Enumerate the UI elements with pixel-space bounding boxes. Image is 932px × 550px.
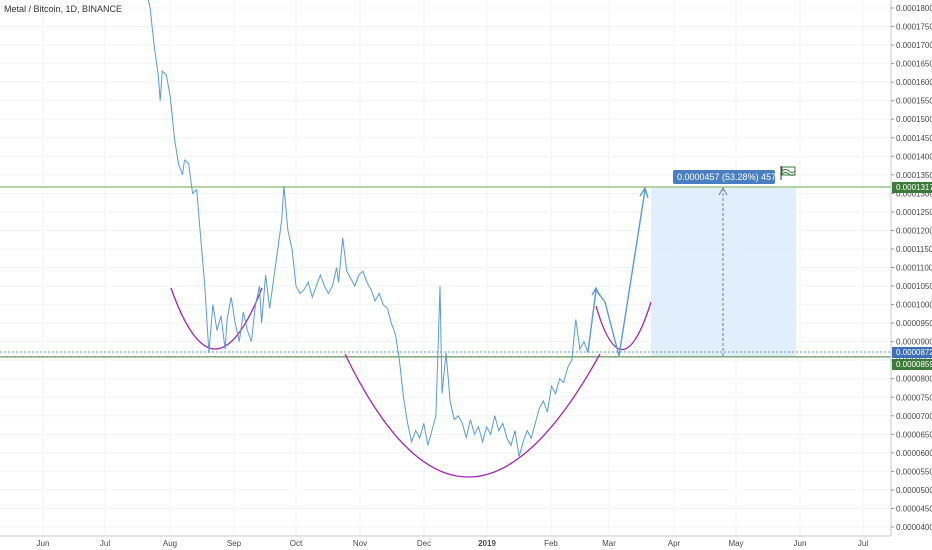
y-tick-label: 0.0001300 <box>896 189 932 198</box>
y-tick-label: 0.0001450 <box>896 134 932 143</box>
y-axis-panel <box>891 0 932 550</box>
price-badge-target-text: 0.0001317 <box>896 183 932 192</box>
x-tick-label: Feb <box>544 539 558 548</box>
y-tick-label: 0.0001000 <box>896 301 932 310</box>
y-tick-label: 0.0000500 <box>896 486 932 495</box>
y-tick-label: 0.0001200 <box>896 226 932 235</box>
x-tick-label: Oct <box>290 539 303 548</box>
y-axis[interactable]: 0.0001800 0.0001750 0.0001700 0.0001650 0.00… <box>891 4 932 532</box>
cup-curve-large[interactable] <box>344 353 601 478</box>
x-tick-label: May <box>728 539 743 548</box>
projection-arrowhead <box>639 186 649 199</box>
y-tick-label: 0.0000450 <box>896 504 932 513</box>
y-tick-label: 0.0001650 <box>896 60 932 69</box>
x-tick-label: Jun <box>794 539 807 548</box>
y-tick-label: 0.0000650 <box>896 430 932 439</box>
x-tick-label: 2019 <box>478 539 496 548</box>
chart-title: Metal / Bitcoin, 1D, BINANCE <box>4 4 122 14</box>
x-axis[interactable]: Jun Jul Aug Sep Oct Nov Dec 2019 Feb Mar Apr May Jun… <box>37 539 869 548</box>
y-tick-label: 0.0000400 <box>896 523 932 532</box>
x-tick-label: Apr <box>668 539 681 548</box>
y-tick-label: 0.0001100 <box>896 264 932 273</box>
y-tick-label: 0.0001750 <box>896 23 932 32</box>
y-tick-label: 0.0001050 <box>896 282 932 291</box>
y-tick-label: 0.0000900 <box>896 338 932 347</box>
price-badge-support: 0.0000859 <box>892 359 932 370</box>
x-tick-label: Dec <box>417 539 431 548</box>
price-badge-support-text: 0.0000859 <box>896 360 932 369</box>
projection-arrowhead-small <box>591 286 601 297</box>
y-tick-label: 0.0001350 <box>896 171 932 180</box>
x-tick-label: Sep <box>227 539 242 548</box>
y-tick-label: 0.0000700 <box>896 412 932 421</box>
price-badge-current-text: 0.0000872 <box>896 348 932 357</box>
measure-info-text: 0.0000457 (53.28%) 457 <box>677 172 776 182</box>
flag-icon[interactable] <box>780 166 796 180</box>
y-tick-label: 0.0001700 <box>896 41 932 50</box>
price-badge-target: 0.0001317 <box>892 182 932 193</box>
x-tick-label: Jul <box>858 539 868 548</box>
y-tick-label: 0.0001550 <box>896 97 932 106</box>
y-tick-label: 0.0001150 <box>896 245 932 254</box>
y-tick-label: 0.0000600 <box>896 449 932 458</box>
x-tick-label: Jul <box>100 539 110 548</box>
y-tick-label: 0.0001250 <box>896 208 932 217</box>
x-tick-label: Aug <box>163 539 177 548</box>
y-tick-label: 0.0000950 <box>896 319 932 328</box>
x-tick-label: Jun <box>37 539 50 548</box>
measure-info-box[interactable]: 0.0000457 (53.28%) 457 <box>673 170 776 184</box>
projection-arrow[interactable] <box>587 189 646 357</box>
x-tick-label: Nov <box>353 539 367 548</box>
measure-range-arrowhead <box>718 186 728 196</box>
price-series-line[interactable] <box>146 0 589 457</box>
y-tick-label: 0.0000750 <box>896 393 932 402</box>
y-tick-label: 0.0001800 <box>896 4 932 13</box>
x-tick-label: Mar <box>602 539 616 548</box>
cup-curve-handle[interactable] <box>595 301 652 351</box>
y-tick-label: 0.0001500 <box>896 115 932 124</box>
price-badge-current: 0.0000872 <box>892 347 932 358</box>
y-tick-label: 0.0001400 <box>896 152 932 161</box>
y-tick-label: 0.0000550 <box>896 467 932 476</box>
cup-curve-left[interactable] <box>170 287 263 350</box>
y-tick-label: 0.0001600 <box>896 78 932 87</box>
y-tick-label: 0.0000800 <box>896 375 932 384</box>
